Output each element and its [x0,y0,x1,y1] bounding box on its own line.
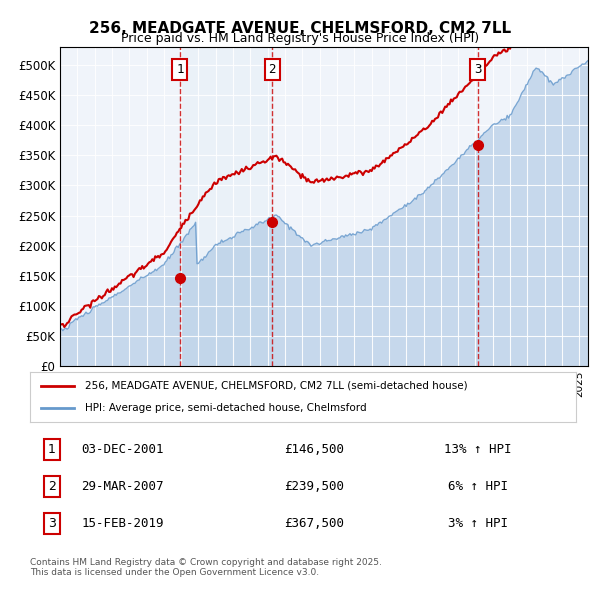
Text: Price paid vs. HM Land Registry's House Price Index (HPI): Price paid vs. HM Land Registry's House … [121,32,479,45]
Text: 03-DEC-2001: 03-DEC-2001 [82,443,164,456]
Text: 1: 1 [48,443,56,456]
Text: 29-MAR-2007: 29-MAR-2007 [82,480,164,493]
Text: 256, MEADGATE AVENUE, CHELMSFORD, CM2 7LL: 256, MEADGATE AVENUE, CHELMSFORD, CM2 7L… [89,21,511,35]
Text: 15-FEB-2019: 15-FEB-2019 [82,517,164,530]
Text: 2: 2 [48,480,56,493]
Text: 3: 3 [48,517,56,530]
Text: 3% ↑ HPI: 3% ↑ HPI [448,517,508,530]
Text: 256, MEADGATE AVENUE, CHELMSFORD, CM2 7LL (semi-detached house): 256, MEADGATE AVENUE, CHELMSFORD, CM2 7L… [85,381,467,391]
Text: £239,500: £239,500 [284,480,344,493]
Text: 3: 3 [474,63,481,76]
Text: £367,500: £367,500 [284,517,344,530]
Text: 13% ↑ HPI: 13% ↑ HPI [444,443,511,456]
Text: 1: 1 [176,63,184,76]
Text: Contains HM Land Registry data © Crown copyright and database right 2025.
This d: Contains HM Land Registry data © Crown c… [30,558,382,577]
Text: £146,500: £146,500 [284,443,344,456]
Text: 6% ↑ HPI: 6% ↑ HPI [448,480,508,493]
Text: HPI: Average price, semi-detached house, Chelmsford: HPI: Average price, semi-detached house,… [85,403,366,413]
Bar [272,47,478,366]
Text: 2: 2 [268,63,276,76]
Bar [180,47,272,366]
